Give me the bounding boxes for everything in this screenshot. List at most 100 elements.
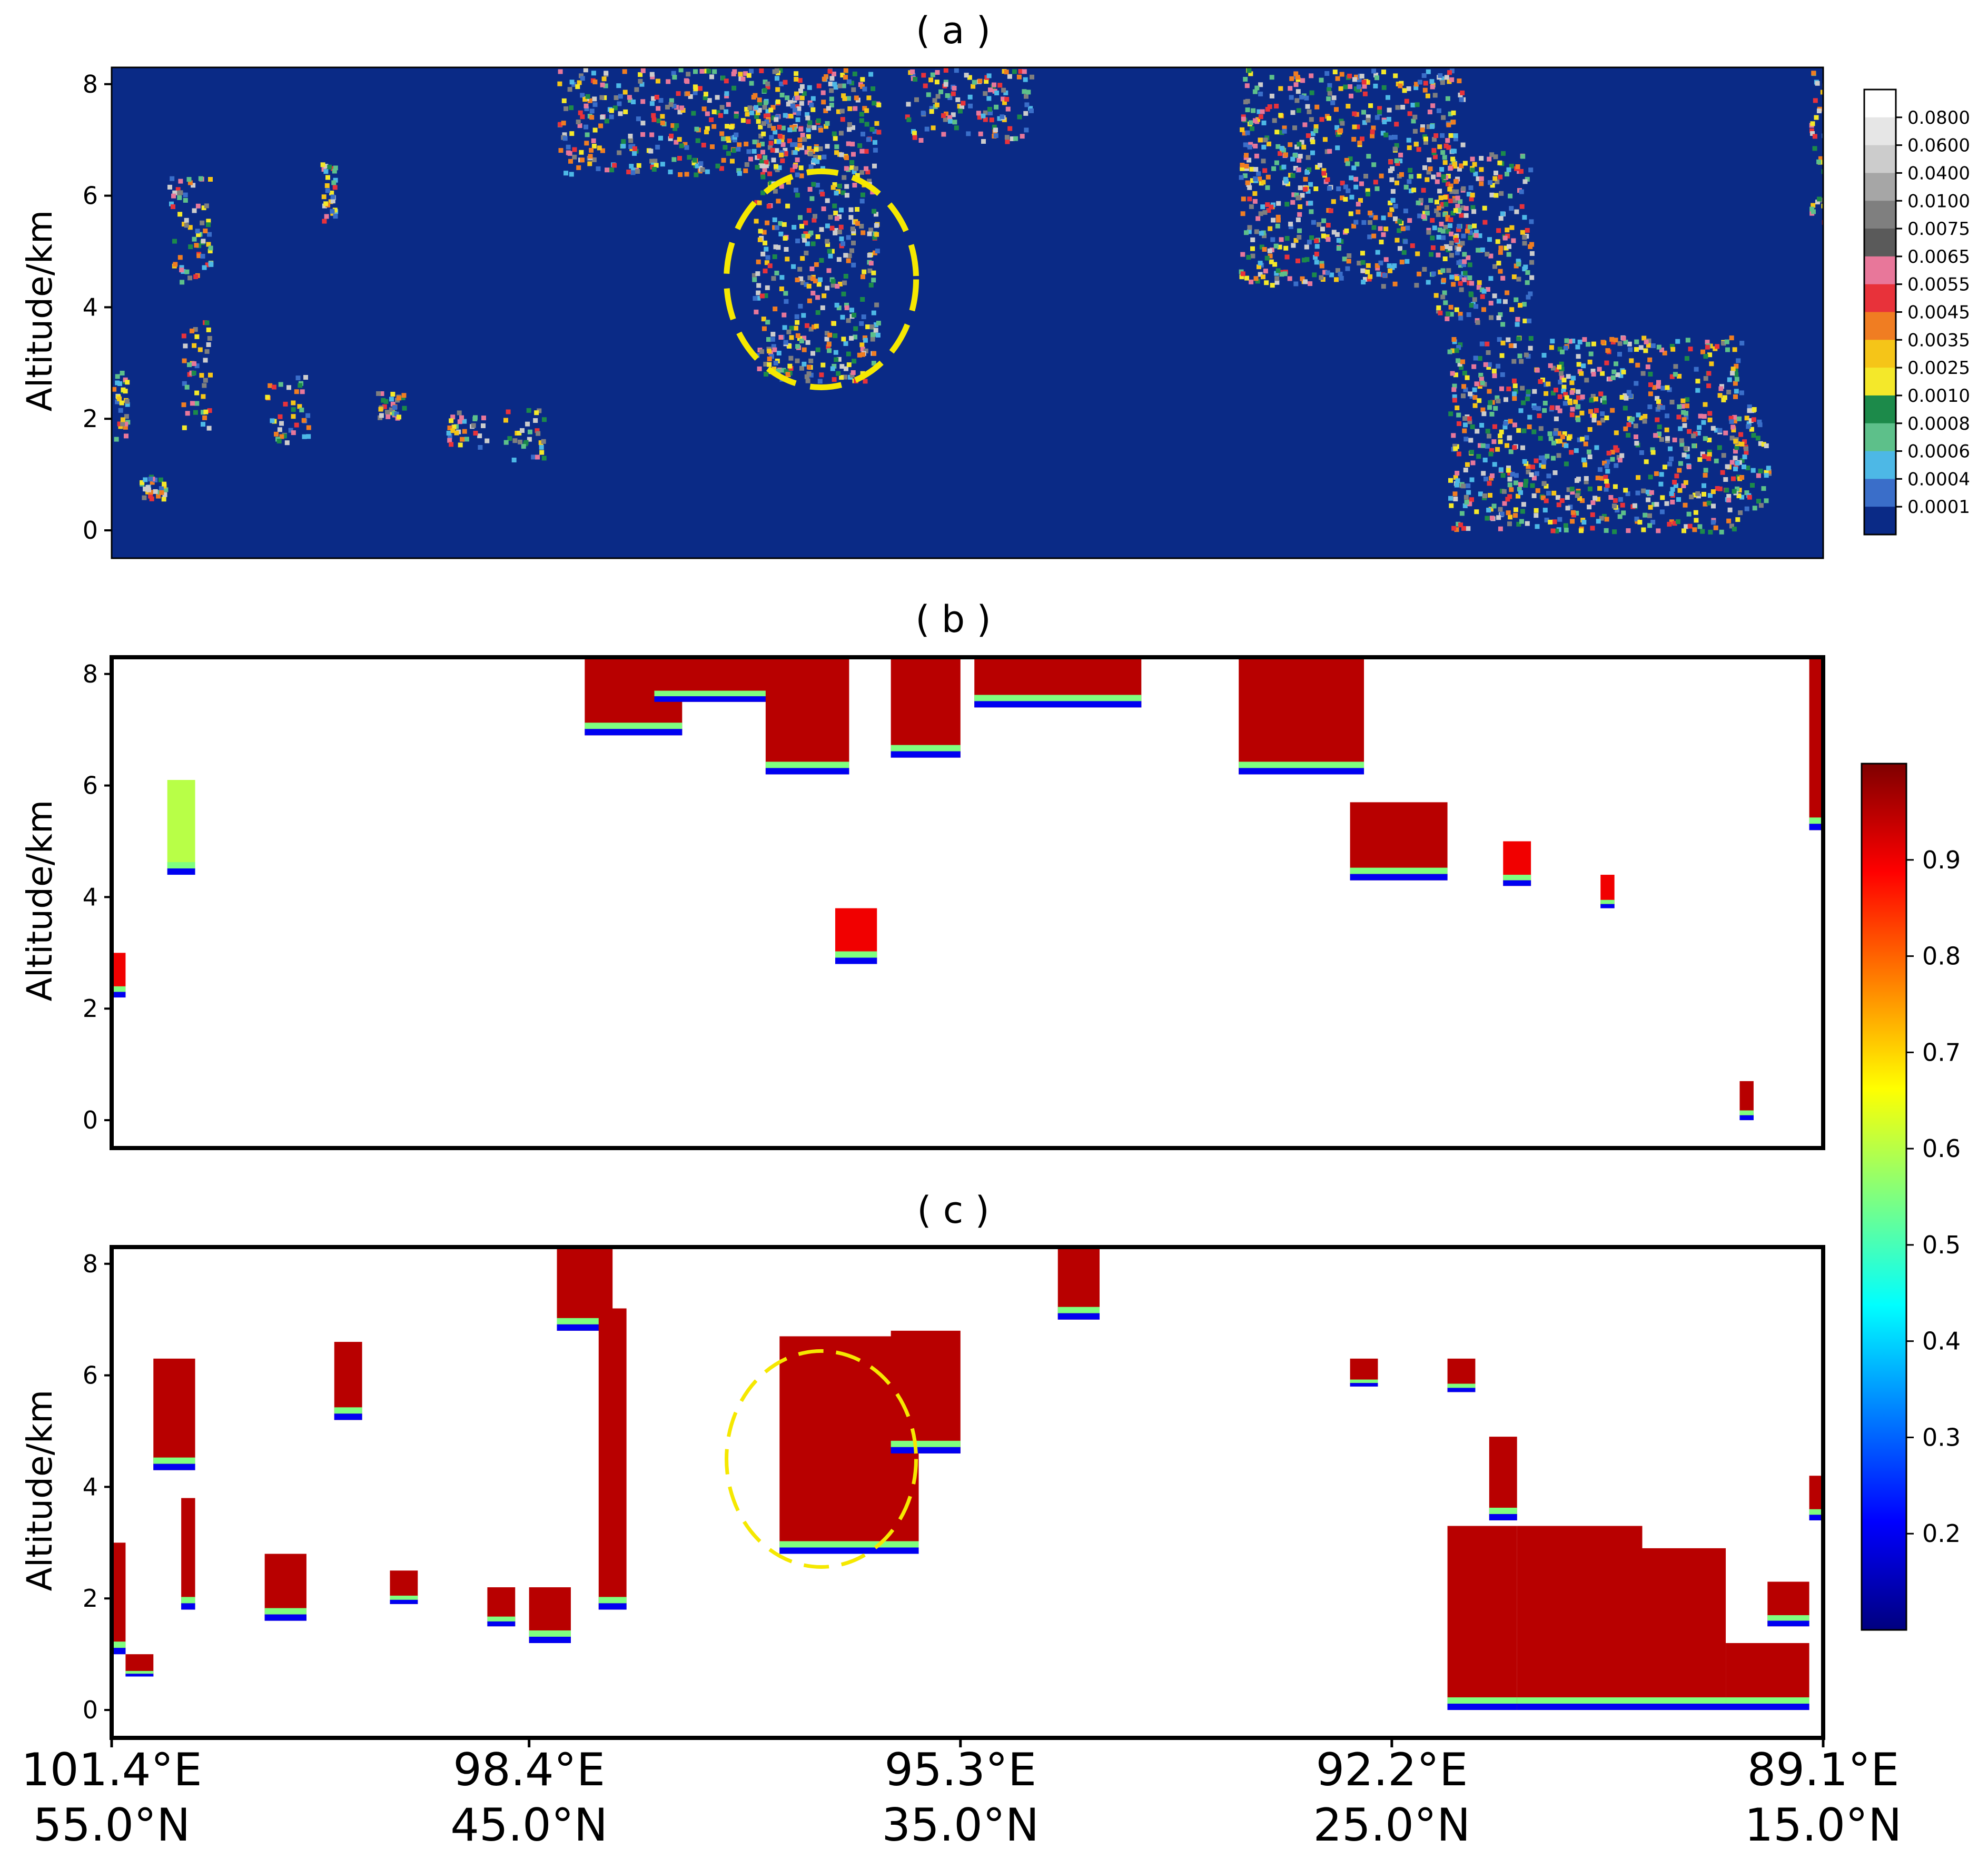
cloud-region xyxy=(1350,1358,1378,1387)
backscatter-pixel xyxy=(994,91,1000,95)
backscatter-pixel xyxy=(1262,210,1268,215)
backscatter-pixel xyxy=(1301,144,1307,150)
backscatter-pixel xyxy=(828,253,833,259)
backscatter-pixel xyxy=(332,169,337,174)
backscatter-pixel xyxy=(577,80,582,85)
backscatter-pixel xyxy=(1733,394,1738,399)
backscatter-pixel xyxy=(454,430,459,436)
backscatter-pixel xyxy=(986,96,992,101)
backscatter-pixel xyxy=(1559,367,1565,372)
backscatter-pixel xyxy=(695,138,700,143)
backscatter-pixel xyxy=(1643,512,1648,518)
backscatter-pixel xyxy=(1438,73,1443,78)
backscatter-pixel xyxy=(760,163,766,169)
backscatter-pixel xyxy=(1324,234,1330,239)
x-tick-lat-label: 15.0°N xyxy=(1745,1799,1902,1852)
backscatter-pixel xyxy=(1552,470,1558,476)
cloud-region xyxy=(1447,1358,1476,1392)
backscatter-pixel xyxy=(1576,362,1581,367)
backscatter-pixel xyxy=(1668,446,1673,451)
backscatter-pixel xyxy=(836,305,842,311)
backscatter-pixel xyxy=(1673,372,1678,377)
backscatter-pixel xyxy=(1764,473,1769,478)
backscatter-pixel xyxy=(778,335,784,340)
backscatter-pixel xyxy=(1707,411,1713,416)
backscatter-pixel xyxy=(1571,512,1576,518)
backscatter-pixel xyxy=(1747,404,1752,410)
backscatter-pixel xyxy=(592,127,598,133)
backscatter-pixel xyxy=(1615,372,1620,378)
backscatter-pixel xyxy=(1758,441,1763,446)
backscatter-pixel xyxy=(1449,253,1454,258)
backscatter-pixel xyxy=(1451,120,1456,125)
backscatter-pixel xyxy=(1440,202,1446,207)
backscatter-pixel xyxy=(1012,69,1017,74)
backscatter-pixel xyxy=(745,112,750,117)
backscatter-pixel xyxy=(837,83,843,88)
backscatter-pixel xyxy=(1496,363,1501,369)
backscatter-pixel xyxy=(1588,351,1594,357)
cloud-region xyxy=(1809,1476,1823,1520)
backscatter-pixel xyxy=(1342,256,1347,262)
backscatter-pixel xyxy=(1764,498,1769,503)
backscatter-pixel xyxy=(865,324,871,330)
backscatter-pixel xyxy=(860,84,865,89)
backscatter-pixel xyxy=(1707,417,1713,422)
backscatter-pixel xyxy=(503,440,509,445)
backscatter-pixel xyxy=(795,358,800,363)
backscatter-pixel xyxy=(802,335,807,341)
backscatter-pixel xyxy=(1564,443,1569,448)
cloud-fringe xyxy=(1489,1514,1517,1520)
backscatter-pixel xyxy=(763,80,768,85)
backscatter-pixel xyxy=(1360,260,1366,265)
backscatter-pixel xyxy=(748,156,753,162)
backscatter-pixel xyxy=(1660,405,1665,410)
backscatter-pixel xyxy=(807,120,813,125)
backscatter-pixel xyxy=(826,342,832,347)
backscatter-pixel xyxy=(297,404,302,409)
backscatter-pixel xyxy=(1400,226,1406,231)
backscatter-pixel xyxy=(966,131,971,136)
backscatter-pixel xyxy=(762,88,767,93)
backscatter-pixel xyxy=(1708,529,1713,535)
backscatter-pixel xyxy=(731,85,737,91)
backscatter-pixel xyxy=(1570,510,1576,515)
backscatter-pixel xyxy=(1254,153,1259,159)
cloud-fill xyxy=(891,1330,961,1453)
backscatter-pixel xyxy=(807,123,812,128)
backscatter-pixel xyxy=(1309,90,1314,95)
backscatter-pixel xyxy=(1390,198,1396,203)
backscatter-pixel xyxy=(1259,244,1264,250)
backscatter-pixel xyxy=(1566,374,1571,379)
backscatter-pixel xyxy=(804,251,809,255)
cloud-fringe xyxy=(167,868,195,875)
backscatter-pixel xyxy=(143,477,148,482)
backscatter-pixel xyxy=(875,332,881,338)
cloud-fringe xyxy=(1350,867,1448,874)
backscatter-pixel xyxy=(1549,345,1554,350)
colorbar-swatch xyxy=(1864,201,1896,229)
backscatter-pixel xyxy=(1395,105,1400,110)
backscatter-pixel xyxy=(1569,487,1575,492)
backscatter-pixel xyxy=(1445,316,1450,321)
backscatter-pixel xyxy=(1761,442,1766,447)
backscatter-pixel xyxy=(1434,208,1439,213)
backscatter-pixel xyxy=(692,157,697,163)
backscatter-pixel xyxy=(1417,271,1422,276)
backscatter-pixel xyxy=(1555,495,1560,500)
backscatter-pixel xyxy=(772,367,777,372)
backscatter-pixel xyxy=(764,372,768,377)
backscatter-pixel xyxy=(997,116,1002,121)
backscatter-pixel xyxy=(1739,495,1745,500)
backscatter-pixel xyxy=(1755,436,1760,441)
backscatter-pixel xyxy=(183,197,188,203)
backscatter-pixel xyxy=(1536,406,1541,411)
backscatter-pixel xyxy=(1310,131,1316,136)
backscatter-pixel xyxy=(1357,141,1362,146)
backscatter-pixel xyxy=(330,209,335,214)
backscatter-pixel xyxy=(1467,501,1472,507)
backscatter-pixel xyxy=(1455,471,1460,476)
colorbar-tick-label: 0.0055 xyxy=(1907,274,1970,295)
backscatter-pixel xyxy=(1461,277,1467,282)
backscatter-pixel xyxy=(1672,521,1677,526)
